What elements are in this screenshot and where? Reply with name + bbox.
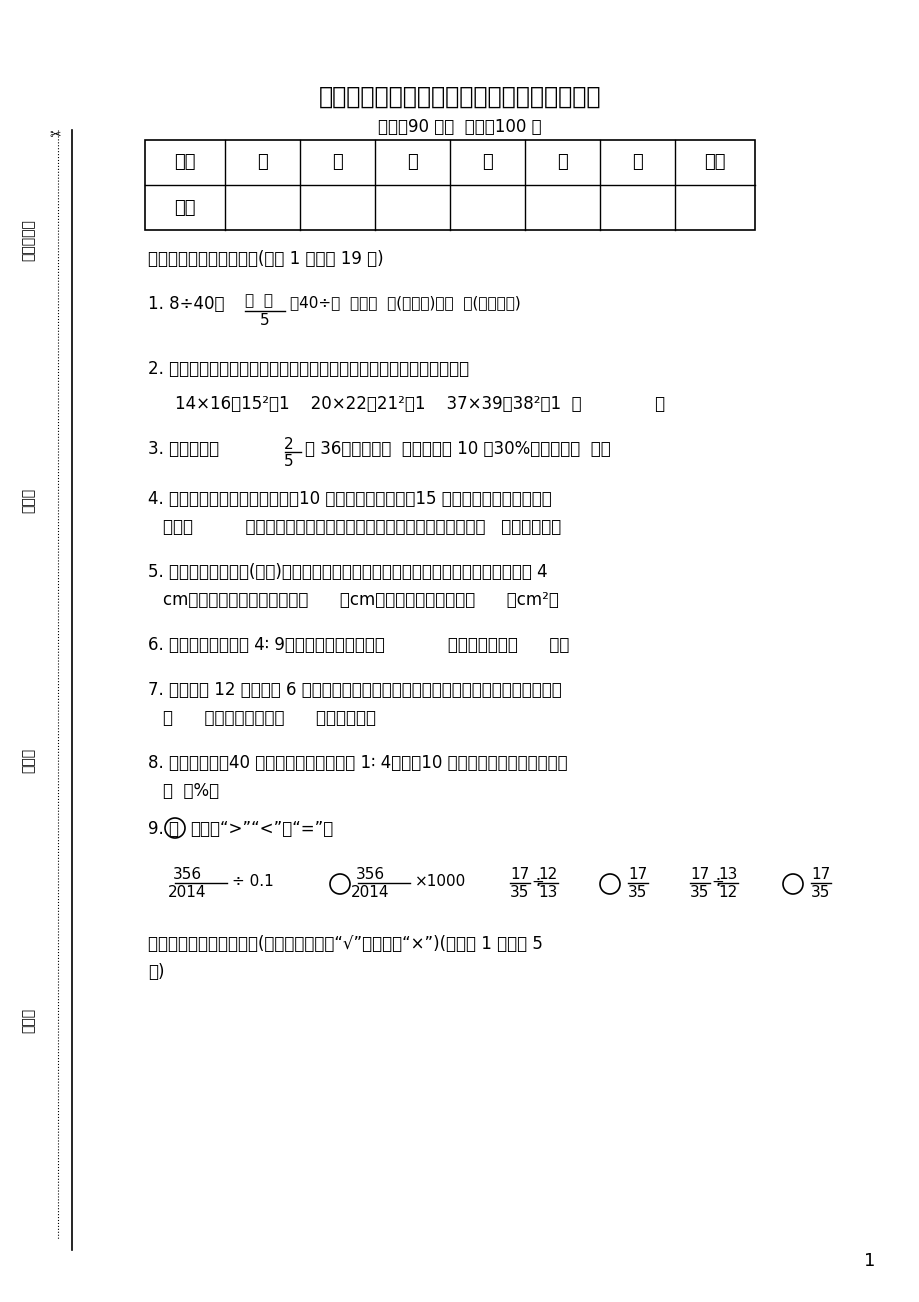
Text: 三: 三	[407, 154, 417, 172]
Text: 六: 六	[631, 154, 642, 172]
Text: ÷: ÷	[710, 874, 723, 889]
Text: 比是（          ）；如果两车同时分别从甲、乙两地出发相向而行，（   ）小时相遇。: 比是（ ）；如果两车同时分别从甲、乙两地出发相向而行，（ ）小时相遇。	[163, 518, 561, 536]
Text: （  ）%。: （ ）%。	[163, 783, 219, 799]
Text: 总分: 总分	[703, 154, 725, 172]
Text: 5: 5	[260, 312, 269, 328]
Text: 二: 二	[332, 154, 343, 172]
Text: 姓名：: 姓名：	[21, 487, 35, 513]
Text: 分): 分)	[148, 963, 165, 980]
Text: 是 36，甲数是（  ）；乙数比 10 少30%，乙数是（  ）。: 是 36，甲数是（ ）；乙数比 10 少30%，乙数是（ ）。	[305, 440, 610, 458]
Text: 9. 在: 9. 在	[148, 820, 179, 838]
Text: （      ）厘米，面积是（      ）平方厘米。: （ ）厘米，面积是（ ）平方厘米。	[163, 710, 376, 727]
Text: 得分: 得分	[174, 198, 196, 216]
Text: 时间：90 分钟  满分：100 分: 时间：90 分钟 满分：100 分	[378, 118, 541, 135]
Text: 6. 两个圆的半径比是 4∶ 9，则它们的周长比是（            ），面积比是（      ）。: 6. 两个圆的半径比是 4∶ 9，则它们的周长比是（ ），面积比是（ ）。	[148, 635, 569, 654]
Text: 13: 13	[538, 885, 557, 900]
Text: 35: 35	[628, 885, 647, 900]
Text: 17: 17	[509, 867, 528, 881]
Text: ÷ 0.1: ÷ 0.1	[232, 874, 274, 889]
Text: 1. 8÷40＝: 1. 8÷40＝	[148, 296, 224, 312]
Text: ✂: ✂	[49, 128, 61, 142]
Text: 2014: 2014	[167, 885, 206, 900]
Text: 二、火眼金睛，辨对错。(对的在括号里画“√”，错的画“×”)(每小题 1 分，共 5: 二、火眼金睛，辨对错。(对的在括号里画“√”，错的画“×”)(每小题 1 分，共…	[148, 935, 542, 953]
Text: 2. 先观察下面三道算式，根据你发现的规律，再写一道同规律的算式。: 2. 先观察下面三道算式，根据你发现的规律，再写一道同规律的算式。	[148, 359, 469, 378]
Text: ×1000: ×1000	[414, 874, 466, 889]
Text: 学校：: 学校：	[21, 1008, 35, 1032]
Text: 8. 杯子里有盐汄40 克，盐与水的质量比是 1∶ 4，加了10 克水后，盐的质量占盐水的: 8. 杯子里有盐汄40 克，盐与水的质量比是 1∶ 4，加了10 克水后，盐的质…	[148, 754, 567, 772]
Text: 5: 5	[284, 454, 293, 469]
Text: 17: 17	[689, 867, 709, 881]
Text: 17: 17	[628, 867, 647, 881]
Text: 准考证号：: 准考证号：	[21, 219, 35, 260]
Text: 356: 356	[172, 867, 201, 881]
Text: ＝40÷（  ）＝（  ）(填小数)＝（  ）(填百分数): ＝40÷（ ）＝（ ）(填小数)＝（ ）(填百分数)	[289, 296, 520, 310]
Text: 356: 356	[355, 867, 384, 881]
Text: 13: 13	[717, 867, 736, 881]
Text: 四: 四	[482, 154, 493, 172]
Text: 里填上“>”“<”或“=”。: 里填上“>”“<”或“=”。	[190, 820, 333, 838]
Text: ÷: ÷	[530, 874, 543, 889]
Text: 2014: 2014	[350, 885, 389, 900]
Text: 3. 已知甲数的: 3. 已知甲数的	[148, 440, 219, 458]
Bar	[145, 141, 754, 230]
Text: 7. 在一个长 12 厘米，宽 6 厘米的长方形中画一个最大的半圆形，这个半圆形的周长是: 7. 在一个长 12 厘米，宽 6 厘米的长方形中画一个最大的半圆形，这个半圆形…	[148, 681, 562, 699]
Text: 35: 35	[811, 885, 830, 900]
Text: 一: 一	[256, 154, 267, 172]
Text: 12: 12	[717, 885, 736, 900]
Text: 2: 2	[284, 437, 293, 452]
Text: 一、认真审题，填一填。(每空 1 分，共 19 分): 一、认真审题，填一填。(每空 1 分，共 19 分)	[148, 250, 383, 268]
Text: 14×16＝15²－1    20×22＝21²－1    37×39＝38²－1  （              ）: 14×16＝15²－1 20×22＝21²－1 37×39＝38²－1 （ ）	[175, 395, 664, 413]
Text: 5. 将一个圆剪成若干(偶数)等份，拼成一个近似的长方形。已知这个长方形的宽约是 4: 5. 将一个圆剪成若干(偶数)等份，拼成一个近似的长方形。已知这个长方形的宽约是…	[148, 562, 547, 581]
Text: cm，则这个长方形的长约是（      ）cm，这个圆的面积约是（      ）cm²。: cm，则这个长方形的长约是（ ）cm，这个圆的面积约是（ ）cm²。	[163, 591, 558, 609]
Text: 17: 17	[811, 867, 829, 881]
Text: 4. 从甲地到乙地，客车需要行驖10 小时，货车需要行驖15 小时。客车与货车的速度: 4. 从甲地到乙地，客车需要行驖10 小时，货车需要行驖15 小时。客车与货车的…	[148, 490, 551, 508]
Text: 题号: 题号	[174, 154, 196, 172]
Text: 人教版小学数学六年级上册期末检测考试试卷: 人教版小学数学六年级上册期末检测考试试卷	[318, 85, 601, 109]
Text: 35: 35	[509, 885, 528, 900]
Text: 1: 1	[863, 1253, 875, 1269]
Text: （  ）: （ ）	[244, 293, 273, 309]
Text: 班级：: 班级：	[21, 747, 35, 772]
Text: 35: 35	[689, 885, 709, 900]
Text: 12: 12	[538, 867, 557, 881]
Text: 五: 五	[557, 154, 567, 172]
